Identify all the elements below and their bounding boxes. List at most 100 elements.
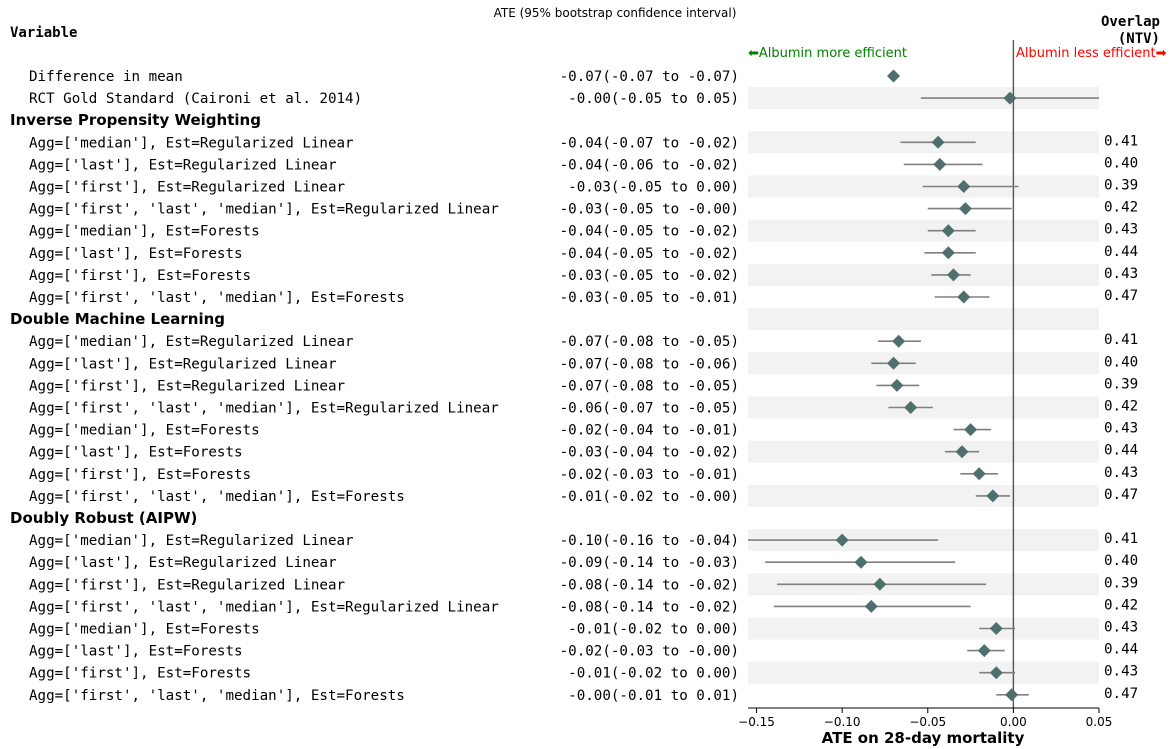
row-label: Agg=['first', 'last', 'median'], Est=For… — [29, 290, 405, 306]
point-estimate-marker — [1005, 688, 1019, 702]
row-label: Agg=['last'], Est=Regularized Linear — [29, 356, 337, 372]
estimate-row: Agg=['first'], Est=Regularized Linear -0.… — [29, 376, 1138, 394]
point-estimate-marker — [933, 157, 947, 171]
row-band — [748, 617, 1099, 640]
ci-text: -0.07(-0.08 to -0.06) — [560, 356, 739, 372]
overlap-value: 0.43 — [1104, 664, 1138, 680]
ci-text: -0.03(-0.05 to -0.02) — [560, 268, 739, 284]
point-estimate-marker — [946, 268, 960, 282]
row-label: Agg=['first', 'last', 'median'], Est=For… — [29, 489, 405, 505]
rows: Difference in mean -0.07(-0.07 to -0.07) R… — [10, 40, 1138, 708]
row-label: Difference in mean — [29, 69, 183, 85]
row-band — [748, 440, 1099, 463]
ci-text: -0.02(-0.03 to -0.00) — [560, 644, 739, 660]
ci-text: -0.08(-0.14 to -0.02) — [560, 577, 739, 593]
overlap-value: 0.39 — [1104, 575, 1138, 591]
row-label: Agg=['first'], Est=Forests — [29, 666, 251, 682]
estimate-row: RCT Gold Standard (Caironi et al. 2014) -… — [29, 91, 1099, 107]
overlap-value: 0.42 — [1104, 200, 1138, 216]
x-tick-label: −0.15 — [738, 715, 775, 729]
ci-text: -0.09(-0.14 to -0.03) — [560, 555, 739, 571]
row-label: Agg=['first', 'last', 'median'], Est=For… — [29, 688, 405, 704]
ci-text: -0.02(-0.04 to -0.01) — [560, 423, 739, 439]
ci-text: -0.01(-0.02 to 0.00) — [568, 622, 739, 638]
row-label: Agg=['last'], Est=Regularized Linear — [29, 157, 337, 173]
estimate-row: Agg=['first', 'last', 'median'], Est=For… — [29, 686, 1138, 704]
annotation-more-efficient: ⬅Albumin more efficient — [748, 46, 907, 61]
chart-title: ATE (95% bootstrap confidence interval) — [494, 6, 737, 20]
overlap-value: 0.44 — [1104, 443, 1138, 459]
estimate-row: Agg=['first'], Est=Forests -0.03(-0.05 to… — [29, 266, 1138, 284]
row-label: Agg=['last'], Est=Forests — [29, 644, 243, 660]
estimate-row: Agg=['first'], Est=Forests -0.02(-0.03 to… — [29, 465, 1138, 483]
overlap-value: 0.40 — [1104, 354, 1138, 370]
row-label: Agg=['first', 'last', 'median'], Est=Reg… — [29, 599, 499, 615]
estimate-row: Agg=['first', 'last', 'median'], Est=For… — [29, 487, 1138, 505]
ci-text: -0.02(-0.03 to -0.01) — [560, 467, 739, 483]
overlap-value: 0.40 — [1104, 155, 1138, 171]
overlap-value: 0.44 — [1104, 244, 1138, 260]
x-tick-label: 0.00 — [1000, 715, 1027, 729]
estimate-row: Agg=['first', 'last', 'median'], Est=Reg… — [29, 399, 1138, 417]
row-band — [748, 219, 1099, 242]
point-estimate-marker — [835, 533, 849, 547]
row-label: RCT Gold Standard (Caironi et al. 2014) — [29, 91, 362, 107]
overlap-value: 0.42 — [1104, 597, 1138, 613]
point-estimate-marker — [941, 246, 955, 260]
point-estimate-marker — [977, 644, 991, 658]
group-header-row: Double Machine Learning — [10, 310, 225, 328]
point-estimate-marker — [892, 334, 906, 348]
x-axis: −0.15 −0.10 −0.05 0.00 0.05 — [738, 707, 1112, 729]
row-label: Agg=['median'], Est=Regularized Linear — [29, 135, 354, 151]
ci-text: -0.00(-0.05 to 0.05) — [568, 91, 739, 107]
group-header: Doubly Robust (AIPW) — [10, 509, 197, 527]
overlap-value: 0.40 — [1104, 553, 1138, 569]
overlap-value: 0.44 — [1104, 642, 1138, 658]
row-label: Agg=['first', 'last', 'median'], Est=Reg… — [29, 401, 499, 417]
overlap-header-line1: Overlap — [1101, 14, 1160, 30]
ci-text: -0.01(-0.02 to -0.00) — [560, 489, 739, 505]
row-label: Agg=['median'], Est=Regularized Linear — [29, 334, 354, 350]
ci-text: -0.07(-0.07 to -0.07) — [560, 69, 739, 85]
ci-text: -0.04(-0.05 to -0.02) — [560, 224, 739, 240]
estimate-row: Agg=['first'], Est=Regularized Linear -0.… — [29, 178, 1138, 196]
ci-text: -0.04(-0.05 to -0.02) — [560, 246, 739, 262]
row-band — [748, 308, 1099, 331]
overlap-value: 0.43 — [1104, 421, 1138, 437]
group-header-row: Inverse Propensity Weighting — [10, 111, 261, 129]
variable-header: Variable — [10, 25, 77, 41]
point-estimate-marker — [957, 290, 971, 304]
estimate-row: Agg=['first'], Est=Regularized Linear -0.… — [29, 575, 1138, 593]
x-tick-label: −0.05 — [909, 715, 946, 729]
ci-text: -0.00(-0.01 to 0.01) — [568, 688, 739, 704]
group-header: Inverse Propensity Weighting — [10, 111, 261, 129]
estimate-row: Agg=['first'], Est=Forests -0.01(-0.02 to… — [29, 664, 1138, 682]
row-band — [748, 484, 1099, 507]
estimate-row: Agg=['first', 'last', 'median'], Est=Reg… — [29, 200, 1138, 218]
row-band — [748, 352, 1099, 375]
ci-text: -0.10(-0.16 to -0.04) — [560, 533, 739, 549]
point-estimate-marker — [986, 489, 1000, 503]
point-estimate-marker — [964, 423, 978, 437]
estimate-row: Agg=['median'], Est=Regularized Linear -0… — [29, 133, 1138, 151]
ci-text: -0.06(-0.07 to -0.05) — [560, 401, 739, 417]
row-label: Agg=['median'], Est=Regularized Linear — [29, 533, 354, 549]
group-header-row: Doubly Robust (AIPW) — [10, 509, 197, 527]
overlap-value: 0.47 — [1104, 487, 1138, 503]
row-label: Agg=['first', 'last', 'median'], Est=Reg… — [29, 202, 499, 218]
point-estimate-marker — [972, 467, 986, 481]
row-band — [748, 263, 1099, 286]
estimate-row: Agg=['last'], Est=Forests -0.04(-0.05 to … — [29, 244, 1138, 262]
row-label: Agg=['first'], Est=Regularized Linear — [29, 180, 345, 196]
point-estimate-marker — [989, 622, 1003, 635]
overlap-value: 0.39 — [1104, 376, 1138, 392]
overlap-value: 0.41 — [1104, 531, 1138, 547]
point-estimate-marker — [955, 445, 969, 459]
point-estimate-marker — [887, 356, 901, 370]
row-label: Agg=['last'], Est=Forests — [29, 246, 243, 262]
point-estimate-marker — [890, 378, 904, 392]
estimate-row: Agg=['first', 'last', 'median'], Est=Reg… — [29, 597, 1138, 615]
row-label: Agg=['first'], Est=Regularized Linear — [29, 378, 345, 394]
point-estimate-marker — [957, 180, 971, 193]
overlap-header-line2: (NTV) — [1118, 31, 1160, 47]
